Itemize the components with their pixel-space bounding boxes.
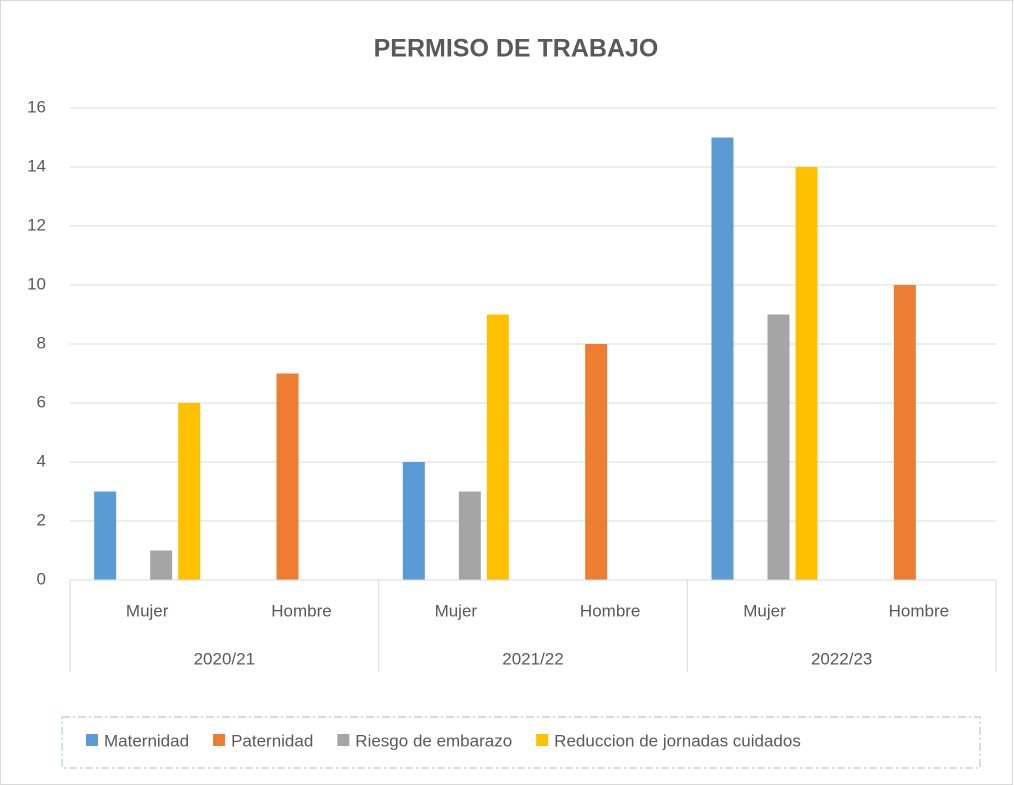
bar [585, 344, 608, 580]
bar [458, 491, 481, 580]
legend-swatch [86, 734, 98, 746]
y-tick-label: 16 [27, 97, 46, 116]
bar [150, 550, 173, 580]
group-label: 2022/23 [811, 649, 872, 668]
x-tick-label: Mujer [743, 601, 786, 620]
y-tick-label: 12 [27, 215, 46, 234]
legend-box [61, 716, 981, 769]
x-tick-label: Hombre [580, 601, 640, 620]
group-label: 2020/21 [194, 649, 255, 668]
bar [486, 314, 509, 580]
y-tick-label: 8 [37, 333, 46, 352]
y-tick-label: 2 [37, 510, 46, 529]
x-tick-label: Hombre [271, 601, 331, 620]
bar [276, 373, 299, 580]
y-tick-label: 10 [27, 274, 46, 293]
bar [767, 314, 790, 580]
bar [178, 403, 201, 580]
x-tick-label: Hombre [889, 601, 949, 620]
y-tick-label: 0 [37, 569, 46, 588]
legend-label: Riesgo de embarazo [355, 731, 512, 750]
legend-label: Paternidad [231, 731, 313, 750]
group-label: 2021/22 [502, 649, 563, 668]
x-tick-label: Mujer [126, 601, 169, 620]
legend-swatch [536, 734, 549, 746]
legend-label: Reduccion de jornadas cuidados [554, 731, 801, 750]
bar [795, 167, 818, 580]
y-tick-label: 14 [27, 156, 46, 175]
y-tick-label: 4 [37, 451, 46, 470]
legend-swatch [337, 734, 350, 746]
x-tick-label: Mujer [435, 601, 478, 620]
bar [94, 491, 117, 580]
bar [402, 462, 425, 580]
bar [893, 285, 916, 580]
bar [711, 137, 734, 580]
y-tick-label: 6 [37, 392, 46, 411]
legend-label: Maternidad [104, 731, 189, 750]
chart-title: PERMISO DE TRABAJO [374, 35, 659, 63]
legend-swatch [213, 734, 226, 746]
